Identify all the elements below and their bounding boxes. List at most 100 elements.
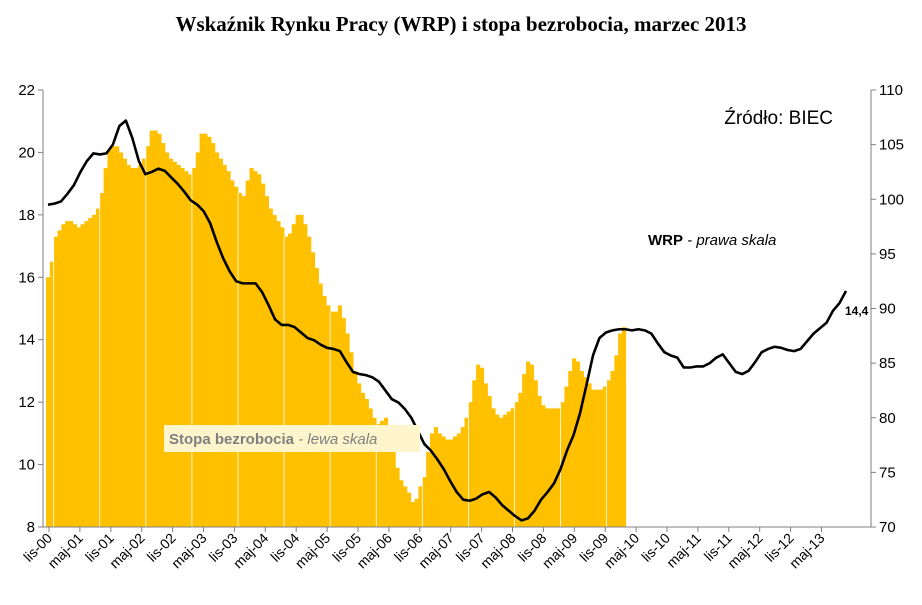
bar [168, 158, 174, 528]
bar [387, 427, 392, 527]
bar [46, 277, 51, 527]
bar [502, 414, 508, 527]
right-tick-label: 95 [879, 246, 896, 263]
source-note: Źródło: BIEC [724, 108, 833, 129]
bar [161, 143, 166, 527]
bar [598, 389, 604, 527]
bar [403, 486, 408, 527]
bar [118, 152, 124, 527]
bar [499, 417, 504, 527]
bar [142, 158, 147, 528]
bar [337, 305, 342, 527]
bar [422, 477, 427, 527]
bar [579, 370, 584, 527]
bar [111, 146, 116, 527]
bar [587, 383, 592, 527]
left-tick-label: 16 [18, 269, 35, 286]
bar [284, 236, 289, 527]
bar [314, 267, 319, 527]
x-tick-label: maj-02 [106, 530, 148, 572]
bar [276, 221, 281, 527]
bar-series-unemployment [46, 130, 627, 528]
bar [303, 224, 308, 527]
bar [184, 171, 189, 527]
bar [299, 214, 304, 528]
bar [214, 152, 220, 527]
bar [460, 427, 465, 527]
bar [495, 414, 500, 527]
bar [226, 171, 231, 527]
bar [249, 168, 254, 528]
bar [330, 311, 335, 527]
bar [622, 327, 627, 527]
bar [572, 358, 577, 527]
left-tick-label: 18 [18, 207, 35, 224]
stopa-legend-bold: Stopa bezrobocia [169, 431, 295, 448]
bar [134, 168, 139, 528]
bar [207, 136, 212, 527]
bar [602, 386, 607, 527]
bar [537, 395, 542, 527]
line-series-wrp [47, 119, 848, 522]
bar [122, 158, 127, 528]
x-tick-label: maj-11 [663, 530, 704, 571]
right-tick-label: 85 [879, 355, 896, 372]
wrp-legend-rest: - prawa skala [683, 232, 776, 249]
right-tick-label: 90 [879, 301, 896, 318]
left-tick-label: 14 [18, 332, 35, 349]
bar [606, 380, 611, 527]
bar [322, 296, 327, 527]
bar [430, 433, 435, 527]
bar [280, 227, 285, 527]
bar [383, 417, 389, 527]
bar [61, 224, 66, 527]
bar [453, 436, 458, 527]
bar [153, 130, 158, 527]
bar [476, 364, 481, 527]
bar [53, 236, 58, 527]
stopa-legend-rest: - lewa skala [294, 431, 377, 448]
bar [372, 417, 377, 527]
bar [568, 370, 573, 527]
bar [84, 221, 89, 527]
bar [510, 408, 515, 527]
bar [368, 408, 373, 527]
x-tick-label: maj-07 [415, 530, 457, 572]
bar [618, 333, 623, 527]
bar [287, 233, 293, 527]
chart-title: Wskaźnik Rynku Pracy (WRP) i stopa bezro… [175, 12, 747, 36]
bar [72, 224, 78, 527]
bar [414, 498, 419, 527]
wrp-legend-label: WRP - prawa skala [648, 232, 776, 249]
bar [99, 193, 104, 527]
left-tick-label: 12 [18, 394, 35, 411]
bar [433, 427, 438, 527]
right-tick-label: 75 [879, 464, 896, 481]
bar [188, 174, 193, 527]
bar [95, 208, 101, 528]
left-tick-label: 22 [18, 82, 35, 99]
last-bar-label: 14,4 [845, 304, 869, 318]
bar [591, 389, 596, 527]
bar [307, 236, 312, 527]
bar [76, 227, 81, 527]
bar [310, 252, 316, 527]
bar [253, 171, 258, 527]
bar [115, 146, 120, 527]
bar [483, 383, 488, 527]
bar [103, 168, 108, 528]
bar [92, 214, 97, 528]
bar [172, 161, 177, 528]
bar [264, 196, 270, 527]
bar [479, 367, 485, 527]
bar [395, 467, 400, 527]
bar [107, 149, 112, 527]
bar [57, 230, 62, 527]
bar [318, 283, 323, 527]
bar [595, 389, 600, 527]
bar [491, 408, 496, 527]
bar [410, 502, 415, 527]
bar [529, 364, 534, 527]
bar [295, 214, 300, 528]
bar [234, 186, 239, 527]
